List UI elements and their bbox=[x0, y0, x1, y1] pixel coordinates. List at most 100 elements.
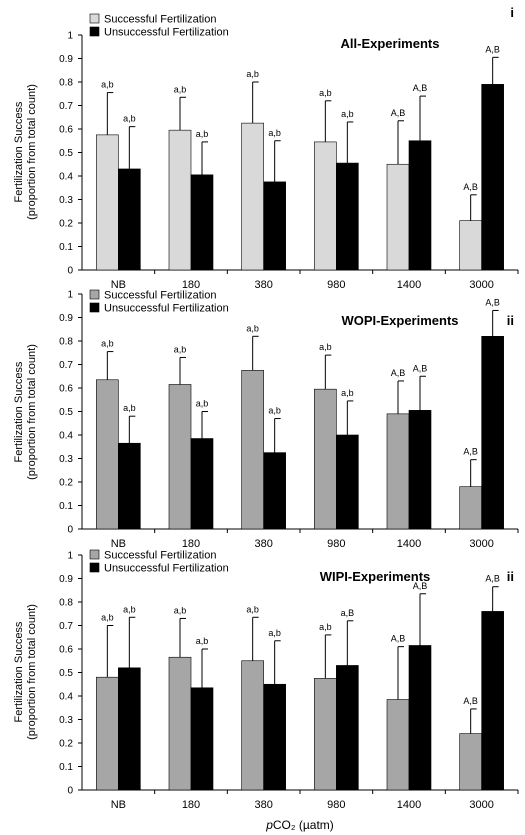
panel-2-x-tick-label: 980 bbox=[327, 538, 345, 550]
panel-2-bar-series-1 bbox=[96, 379, 119, 530]
panel-1-y-tick-label: 0.1 bbox=[59, 242, 73, 253]
panel-1-bar-series-2 bbox=[190, 174, 214, 271]
panel-2-significance-label: a,b bbox=[196, 399, 209, 409]
panel-3-y-tick-label: 0.1 bbox=[59, 762, 73, 773]
panel-1-y-tick-label: 0.9 bbox=[59, 54, 73, 65]
panel-2-bar-inner-label: B bbox=[489, 349, 496, 361]
panel-2-y-tick-label: 0.2 bbox=[59, 478, 73, 489]
x-axis-label-italic: p bbox=[265, 818, 273, 832]
panel-3-significance-label: a,b bbox=[268, 628, 281, 638]
panel-1-x-tick-label: 180 bbox=[182, 279, 200, 291]
panel-2-y-tick-label: 0.6 bbox=[59, 384, 73, 395]
panel-3-y-tick-label: 0.5 bbox=[59, 668, 73, 679]
panel-2-bar-inner-label: A bbox=[198, 452, 206, 464]
panel-3-y-tick-label: 0.7 bbox=[59, 621, 73, 632]
panel-2-bar-inner-label: B bbox=[416, 423, 423, 435]
panel-3-bar-series-1 bbox=[241, 660, 264, 791]
panel-2-y-tick-label: 0.5 bbox=[59, 407, 73, 418]
panel-1-y-tick-label: 0.6 bbox=[59, 125, 73, 136]
panel-1-x-tick-label: 1400 bbox=[397, 279, 421, 291]
panel-1-bar-series-1 bbox=[386, 163, 410, 271]
panel-1-bar-series-1 bbox=[168, 129, 192, 271]
panel-1-bar-series-2 bbox=[408, 140, 432, 271]
panel-1-significance-label: a,b bbox=[341, 109, 354, 119]
panel-2-significance-label: a,b bbox=[246, 323, 259, 333]
panel-1-x-tick-label: 380 bbox=[254, 279, 272, 291]
panel-3-title: WIPI-Experiments bbox=[320, 569, 431, 584]
panel-3-y-tick-label: 0.8 bbox=[59, 598, 73, 609]
panel-3-y-axis-label-line: (proportion from total count) bbox=[26, 604, 38, 740]
panel-1-significance-label: A,B bbox=[485, 44, 500, 54]
panel-2-significance-label: a,b bbox=[101, 339, 114, 349]
panel-1-y-tick-label: 1 bbox=[67, 31, 73, 42]
panel-3-y-tick-label: 0.2 bbox=[59, 739, 73, 750]
panel-3-bar-inner-label: A bbox=[126, 681, 134, 693]
panel-3-x-tick-label: NB bbox=[111, 799, 126, 811]
panel-3-significance-label: a,b bbox=[174, 605, 187, 615]
panel-1-x-tick-label: 3000 bbox=[469, 279, 493, 291]
x-axis-label: pCO₂ (µatm) bbox=[265, 818, 334, 832]
panel-1-x-tick-label: NB bbox=[111, 279, 126, 291]
panel-2-x-tick-label: 1400 bbox=[397, 538, 421, 550]
panel-1-y-tick-label: 0 bbox=[67, 266, 73, 277]
panel-3-significance-label: A,B bbox=[485, 574, 500, 584]
panel-2-y-tick-label: 0.4 bbox=[59, 431, 73, 442]
panel-3-x-tick-label: 3000 bbox=[469, 799, 493, 811]
panel-1-significance-label: A,B bbox=[463, 182, 478, 192]
panel-3-bar-series-1 bbox=[96, 676, 119, 791]
panel-3-y-tick-label: 1 bbox=[67, 551, 73, 562]
panel-1-y-axis-label-line: Fertilization Success bbox=[13, 101, 25, 202]
panel-1-bar-series-1 bbox=[459, 220, 482, 271]
panel-2-y-tick-label: 0.9 bbox=[59, 313, 73, 324]
panel-3-significance-label: A,B bbox=[391, 634, 406, 644]
panel-3-significance-label: a,B bbox=[341, 608, 355, 618]
panel-1-legend-label-2: Unsuccessful Fertilization bbox=[104, 27, 229, 39]
panel-2-legend-label-1: Successful Fertilization bbox=[104, 290, 217, 302]
panel-1-y-tick-label: 0.4 bbox=[59, 172, 73, 183]
panel-1-bar-series-1 bbox=[96, 134, 119, 271]
panel-3-significance-label: a,b bbox=[246, 604, 259, 614]
panel-3-legend-label-1: Successful Fertilization bbox=[104, 550, 217, 562]
panel-3-y-tick-label: 0.4 bbox=[59, 692, 73, 703]
panel-2-significance-label: A,B bbox=[413, 363, 428, 373]
panel-3-bar-inner-label: A bbox=[271, 697, 279, 709]
panel-2-bar-inner-label: A bbox=[344, 448, 352, 460]
panel-1-significance-label: a,b bbox=[319, 88, 332, 98]
panel-1-bar-series-2 bbox=[336, 162, 359, 271]
panel-1-significance-label: a,b bbox=[174, 84, 187, 94]
panel-2-x-tick-label: 3000 bbox=[469, 538, 493, 550]
panel-3-x-tick-label: 1400 bbox=[397, 799, 421, 811]
panel-2-x-tick-label: 380 bbox=[254, 538, 272, 550]
panel-1-panel-index: i bbox=[510, 5, 514, 20]
panel-1-significance-label: a,b bbox=[123, 114, 136, 124]
panel-1-bar-series-2 bbox=[481, 84, 504, 271]
panel-3-bar-inner-label: B bbox=[416, 658, 423, 670]
panel-2-significance-label: A,B bbox=[485, 297, 500, 307]
panel-2-significance-label: a,b bbox=[319, 342, 332, 352]
panel-3-panel-index: ii bbox=[507, 569, 514, 584]
panel-2-bar-series-1 bbox=[459, 486, 482, 530]
panel-1-title: All-Experiments bbox=[341, 36, 440, 51]
panel-3-bar-series-1 bbox=[459, 733, 482, 791]
panel-3-bar-inner-label: B bbox=[489, 624, 496, 636]
panel-3-y-axis-label-line: Fertilization Success bbox=[13, 621, 25, 722]
panel-3-x-tick-label: 380 bbox=[254, 799, 272, 811]
panel-2-y-tick-label: 1 bbox=[67, 290, 73, 301]
panel-2-bar-series-2 bbox=[481, 335, 504, 530]
panel-3-significance-label: a,b bbox=[319, 622, 332, 632]
panel-2-bar-inner-label: A bbox=[126, 456, 134, 468]
panel-1-significance-label: A,B bbox=[391, 108, 406, 118]
panel-1-y-tick-label: 0.5 bbox=[59, 148, 73, 159]
panel-2-x-tick-label: NB bbox=[111, 538, 126, 550]
panel-1-legend-swatch-1 bbox=[89, 13, 100, 24]
panel-1-significance-label: a,b bbox=[268, 128, 281, 138]
panel-3-bar-series-2 bbox=[336, 665, 359, 791]
panel-3-legend-label-2: Unsuccessful Fertilization bbox=[104, 563, 229, 575]
panel-1-y-tick-label: 0.3 bbox=[59, 195, 73, 206]
panel-1-y-tick-label: 0.8 bbox=[59, 78, 73, 89]
panel-3-bar-series-1 bbox=[314, 678, 337, 791]
x-axis-label-rest: CO₂ (µatm) bbox=[273, 818, 334, 832]
panel-2-legend-swatch-1 bbox=[89, 289, 100, 300]
panel-2-y-axis-label-line: Fertilization Success bbox=[13, 361, 25, 462]
panel-3-y-tick-label: 0.9 bbox=[59, 574, 73, 585]
